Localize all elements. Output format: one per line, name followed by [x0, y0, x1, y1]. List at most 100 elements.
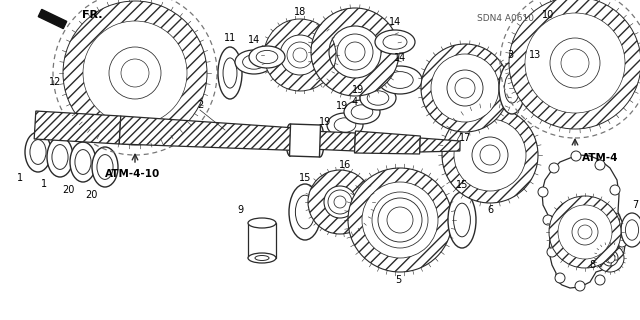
Ellipse shape [289, 184, 321, 240]
Circle shape [337, 34, 373, 70]
Ellipse shape [70, 142, 96, 182]
Circle shape [547, 247, 557, 257]
Text: ATM-4-10: ATM-4-10 [105, 169, 160, 179]
Circle shape [455, 78, 475, 98]
Ellipse shape [52, 145, 68, 169]
Ellipse shape [75, 150, 91, 174]
Circle shape [578, 225, 592, 239]
Ellipse shape [316, 125, 324, 157]
Circle shape [525, 13, 625, 113]
Circle shape [328, 190, 352, 214]
Polygon shape [310, 131, 355, 151]
Ellipse shape [334, 118, 356, 132]
Text: 13: 13 [529, 50, 541, 60]
Circle shape [611, 260, 621, 270]
Text: 8: 8 [589, 260, 595, 270]
Ellipse shape [248, 253, 276, 263]
Circle shape [287, 42, 313, 68]
Circle shape [550, 38, 600, 88]
Ellipse shape [499, 62, 525, 114]
Ellipse shape [367, 91, 389, 105]
Text: 17: 17 [459, 133, 471, 143]
Ellipse shape [529, 70, 541, 93]
Text: 4: 4 [352, 97, 358, 107]
Ellipse shape [47, 137, 73, 177]
Text: 19: 19 [352, 85, 364, 95]
Circle shape [109, 47, 161, 99]
Ellipse shape [625, 220, 639, 240]
Text: 3: 3 [507, 50, 513, 60]
Text: 14: 14 [248, 35, 260, 45]
Text: 1: 1 [41, 179, 47, 189]
Circle shape [610, 213, 620, 223]
Text: 15: 15 [299, 173, 311, 183]
Ellipse shape [286, 124, 294, 156]
Circle shape [595, 275, 605, 285]
FancyArrow shape [38, 9, 67, 28]
Ellipse shape [327, 113, 363, 137]
Circle shape [605, 253, 615, 263]
Ellipse shape [248, 218, 276, 228]
Text: 20: 20 [85, 190, 97, 200]
Text: 1: 1 [17, 173, 23, 183]
Circle shape [454, 119, 526, 191]
Ellipse shape [454, 203, 470, 237]
Circle shape [334, 196, 346, 208]
Polygon shape [355, 131, 420, 154]
Circle shape [472, 137, 508, 173]
Circle shape [83, 21, 187, 125]
Text: 2: 2 [197, 100, 203, 110]
Ellipse shape [30, 140, 46, 164]
Circle shape [372, 192, 428, 248]
Text: 18: 18 [294, 7, 306, 17]
Polygon shape [34, 111, 121, 144]
Ellipse shape [448, 192, 476, 248]
Ellipse shape [249, 46, 285, 68]
Ellipse shape [223, 58, 237, 88]
Ellipse shape [243, 55, 266, 69]
Circle shape [555, 273, 565, 283]
Text: 9: 9 [237, 205, 243, 215]
Text: 19: 19 [336, 101, 348, 111]
Text: ATM-4: ATM-4 [582, 153, 618, 163]
Text: 11: 11 [224, 33, 236, 43]
Ellipse shape [25, 132, 51, 172]
Ellipse shape [92, 147, 118, 187]
Ellipse shape [524, 62, 546, 102]
Polygon shape [420, 138, 460, 152]
Ellipse shape [375, 30, 415, 54]
Ellipse shape [378, 66, 422, 94]
Text: 19: 19 [319, 117, 331, 127]
Text: 6: 6 [487, 205, 493, 215]
Circle shape [543, 215, 553, 225]
Polygon shape [119, 116, 310, 151]
Circle shape [572, 219, 598, 245]
Circle shape [362, 182, 438, 258]
Polygon shape [289, 124, 321, 157]
Ellipse shape [256, 51, 278, 64]
Circle shape [121, 59, 149, 87]
Circle shape [293, 48, 307, 62]
Text: FR.: FR. [82, 10, 102, 20]
Circle shape [571, 151, 581, 161]
Circle shape [387, 207, 413, 233]
Text: 7: 7 [632, 200, 638, 210]
Text: 14: 14 [389, 17, 401, 27]
Ellipse shape [218, 47, 242, 99]
Ellipse shape [387, 72, 413, 88]
Text: 10: 10 [542, 10, 554, 20]
Ellipse shape [351, 105, 373, 119]
Ellipse shape [360, 86, 396, 110]
Text: 14: 14 [394, 53, 406, 63]
Circle shape [575, 281, 585, 291]
Circle shape [480, 145, 500, 165]
Text: 5: 5 [395, 275, 401, 285]
Circle shape [549, 163, 559, 173]
Circle shape [561, 49, 589, 77]
Ellipse shape [296, 195, 315, 229]
Text: SDN4 A0610: SDN4 A0610 [477, 13, 534, 22]
Circle shape [617, 237, 627, 247]
Ellipse shape [621, 213, 640, 247]
Text: 16: 16 [339, 160, 351, 170]
Bar [248, 223, 276, 258]
